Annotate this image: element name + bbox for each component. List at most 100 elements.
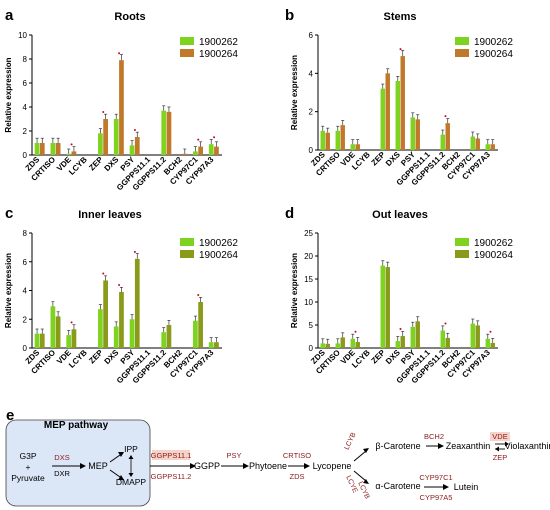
bar-1900262-CRTISO [335, 130, 340, 150]
mep-pathway-title: MEP pathway [44, 420, 109, 431]
lycopene-label: Lycopene [313, 461, 352, 471]
bar-1900264-ZEP [103, 280, 108, 348]
bar-1900262-DXS [395, 81, 400, 150]
arrow-to-violaxanthin-head [505, 441, 509, 447]
significance-marker [118, 283, 121, 286]
arrow-to-beta-carotene-head [363, 448, 369, 453]
enzyme-vde: VDE [492, 432, 507, 441]
bar-1900264-ZDS [325, 343, 330, 348]
enzyme-zep: ZEP [493, 453, 508, 462]
bar-1900262-ZEP [98, 309, 103, 348]
enzyme-bch2: BCH2 [424, 432, 444, 441]
y-tick-label: 25 [304, 229, 313, 238]
bar-1900264-ZDS [39, 143, 45, 155]
bar-1900264-GGPPS11.2 [445, 337, 450, 348]
bar-1900264-CRTISO [340, 337, 345, 348]
bar-1900262-ZDS [320, 130, 325, 150]
dmapp-label: DMAPP [116, 477, 147, 487]
y-tick-label: 4 [23, 103, 28, 112]
significance-marker [197, 138, 200, 141]
bar-1900262-VDE [350, 144, 355, 150]
significance-marker [399, 48, 402, 51]
bar-1900262-PSY [129, 145, 135, 155]
phytoene-label: Phytoene [249, 461, 287, 471]
bar-1900264-ZEP [103, 119, 108, 155]
y-tick-label: 20 [304, 252, 313, 261]
bar-1900264-PSY [415, 321, 420, 348]
bar-1900264-VDE [355, 144, 360, 150]
equilibrium-up-head [128, 455, 134, 459]
bar-1900264-DXS [119, 60, 124, 156]
x-tick-label: ZEP [370, 348, 388, 366]
y-tick-label: 2 [309, 108, 314, 117]
arrow-mep-ipp [109, 454, 121, 463]
enzyme-dxr: DXR [54, 469, 70, 478]
legend-label: 1900262 [199, 238, 238, 249]
significance-marker [70, 143, 73, 146]
legend-label: 1900264 [199, 49, 238, 60]
bar-1900264-CRTISO [340, 125, 345, 150]
y-tick-label: 10 [18, 31, 27, 40]
bar-1900262-ZEP [380, 265, 385, 348]
significance-marker [213, 136, 216, 139]
panel-label-c: c [5, 205, 13, 222]
bar-1900262-CYP97C1 [470, 136, 475, 150]
y-tick-label: 6 [23, 79, 28, 88]
bar-1900264-CYP97C1 [475, 138, 480, 150]
legend-swatch [455, 37, 469, 45]
enzyme-cyp97c1: CYP97C1 [419, 473, 452, 482]
legend-swatch [180, 250, 194, 258]
bar-1900264-VDE [71, 151, 77, 155]
bar-1900264-DXS [400, 56, 405, 151]
bar-1900262-CYP97A3 [208, 342, 214, 348]
enzyme-psy: PSY [226, 451, 241, 460]
bar-1900264-GGPPS11.2 [166, 325, 172, 348]
bar-1900264-CYP97A3 [214, 342, 219, 348]
bar-1900264-CYP97C1 [475, 325, 480, 348]
significance-marker [133, 250, 136, 253]
x-tick-label: DXS [102, 348, 120, 366]
enzyme-lcye: LCYE [344, 475, 358, 495]
bar-1900264-ZDS [39, 333, 45, 348]
significance-marker [399, 328, 402, 331]
arrow-mep-dmapp-head [118, 475, 124, 480]
arrow-from-violaxanthin-head [495, 446, 499, 452]
x-tick-label: ZEP [370, 150, 388, 168]
arrow-to-alpha-carotene-head [363, 479, 369, 484]
bar-1900262-PSY [129, 319, 135, 348]
significance-marker [118, 52, 121, 55]
legend-label: 1900264 [199, 250, 238, 261]
legend-swatch [180, 37, 194, 45]
bar-1900262-CYP97C1 [193, 320, 198, 348]
bar-1900264-ZEP [385, 267, 390, 348]
significance-marker [197, 294, 200, 296]
significance-marker [102, 272, 105, 275]
y-tick-label: 6 [23, 258, 28, 267]
bar-1900264-DXS [400, 336, 405, 348]
legend-swatch [455, 238, 469, 246]
y-tick-label: 4 [309, 69, 314, 78]
significance-marker [133, 129, 136, 131]
x-tick-label: DXS [102, 155, 120, 173]
bar-1900262-ZEP [380, 88, 385, 150]
arrow-mep-ipp-head [118, 452, 124, 457]
bar-1900262-CYP97A3 [485, 338, 490, 348]
bar-1900262-GGPPS11.2 [440, 330, 445, 348]
significance-marker [489, 330, 492, 333]
bar-1900262-PSY [410, 326, 415, 348]
significance-marker [354, 330, 357, 333]
bar-1900262-CRTISO [50, 143, 56, 155]
violaxanthin-label: Violaxanthin [505, 441, 550, 451]
bar-1900264-PSY [134, 258, 140, 348]
x-tick-label: DXS [384, 150, 402, 168]
bar-1900262-ZEP [98, 133, 103, 155]
chart-title: Roots [114, 11, 145, 23]
y-tick-label: 8 [23, 229, 28, 238]
bar-1900262-VDE [66, 335, 72, 348]
pyruvate-label: Pyruvate [11, 473, 45, 483]
chart-title: Stems [383, 11, 416, 23]
bar-1900264-CYP97C1 [198, 146, 203, 155]
mep-label: MEP [88, 461, 108, 471]
